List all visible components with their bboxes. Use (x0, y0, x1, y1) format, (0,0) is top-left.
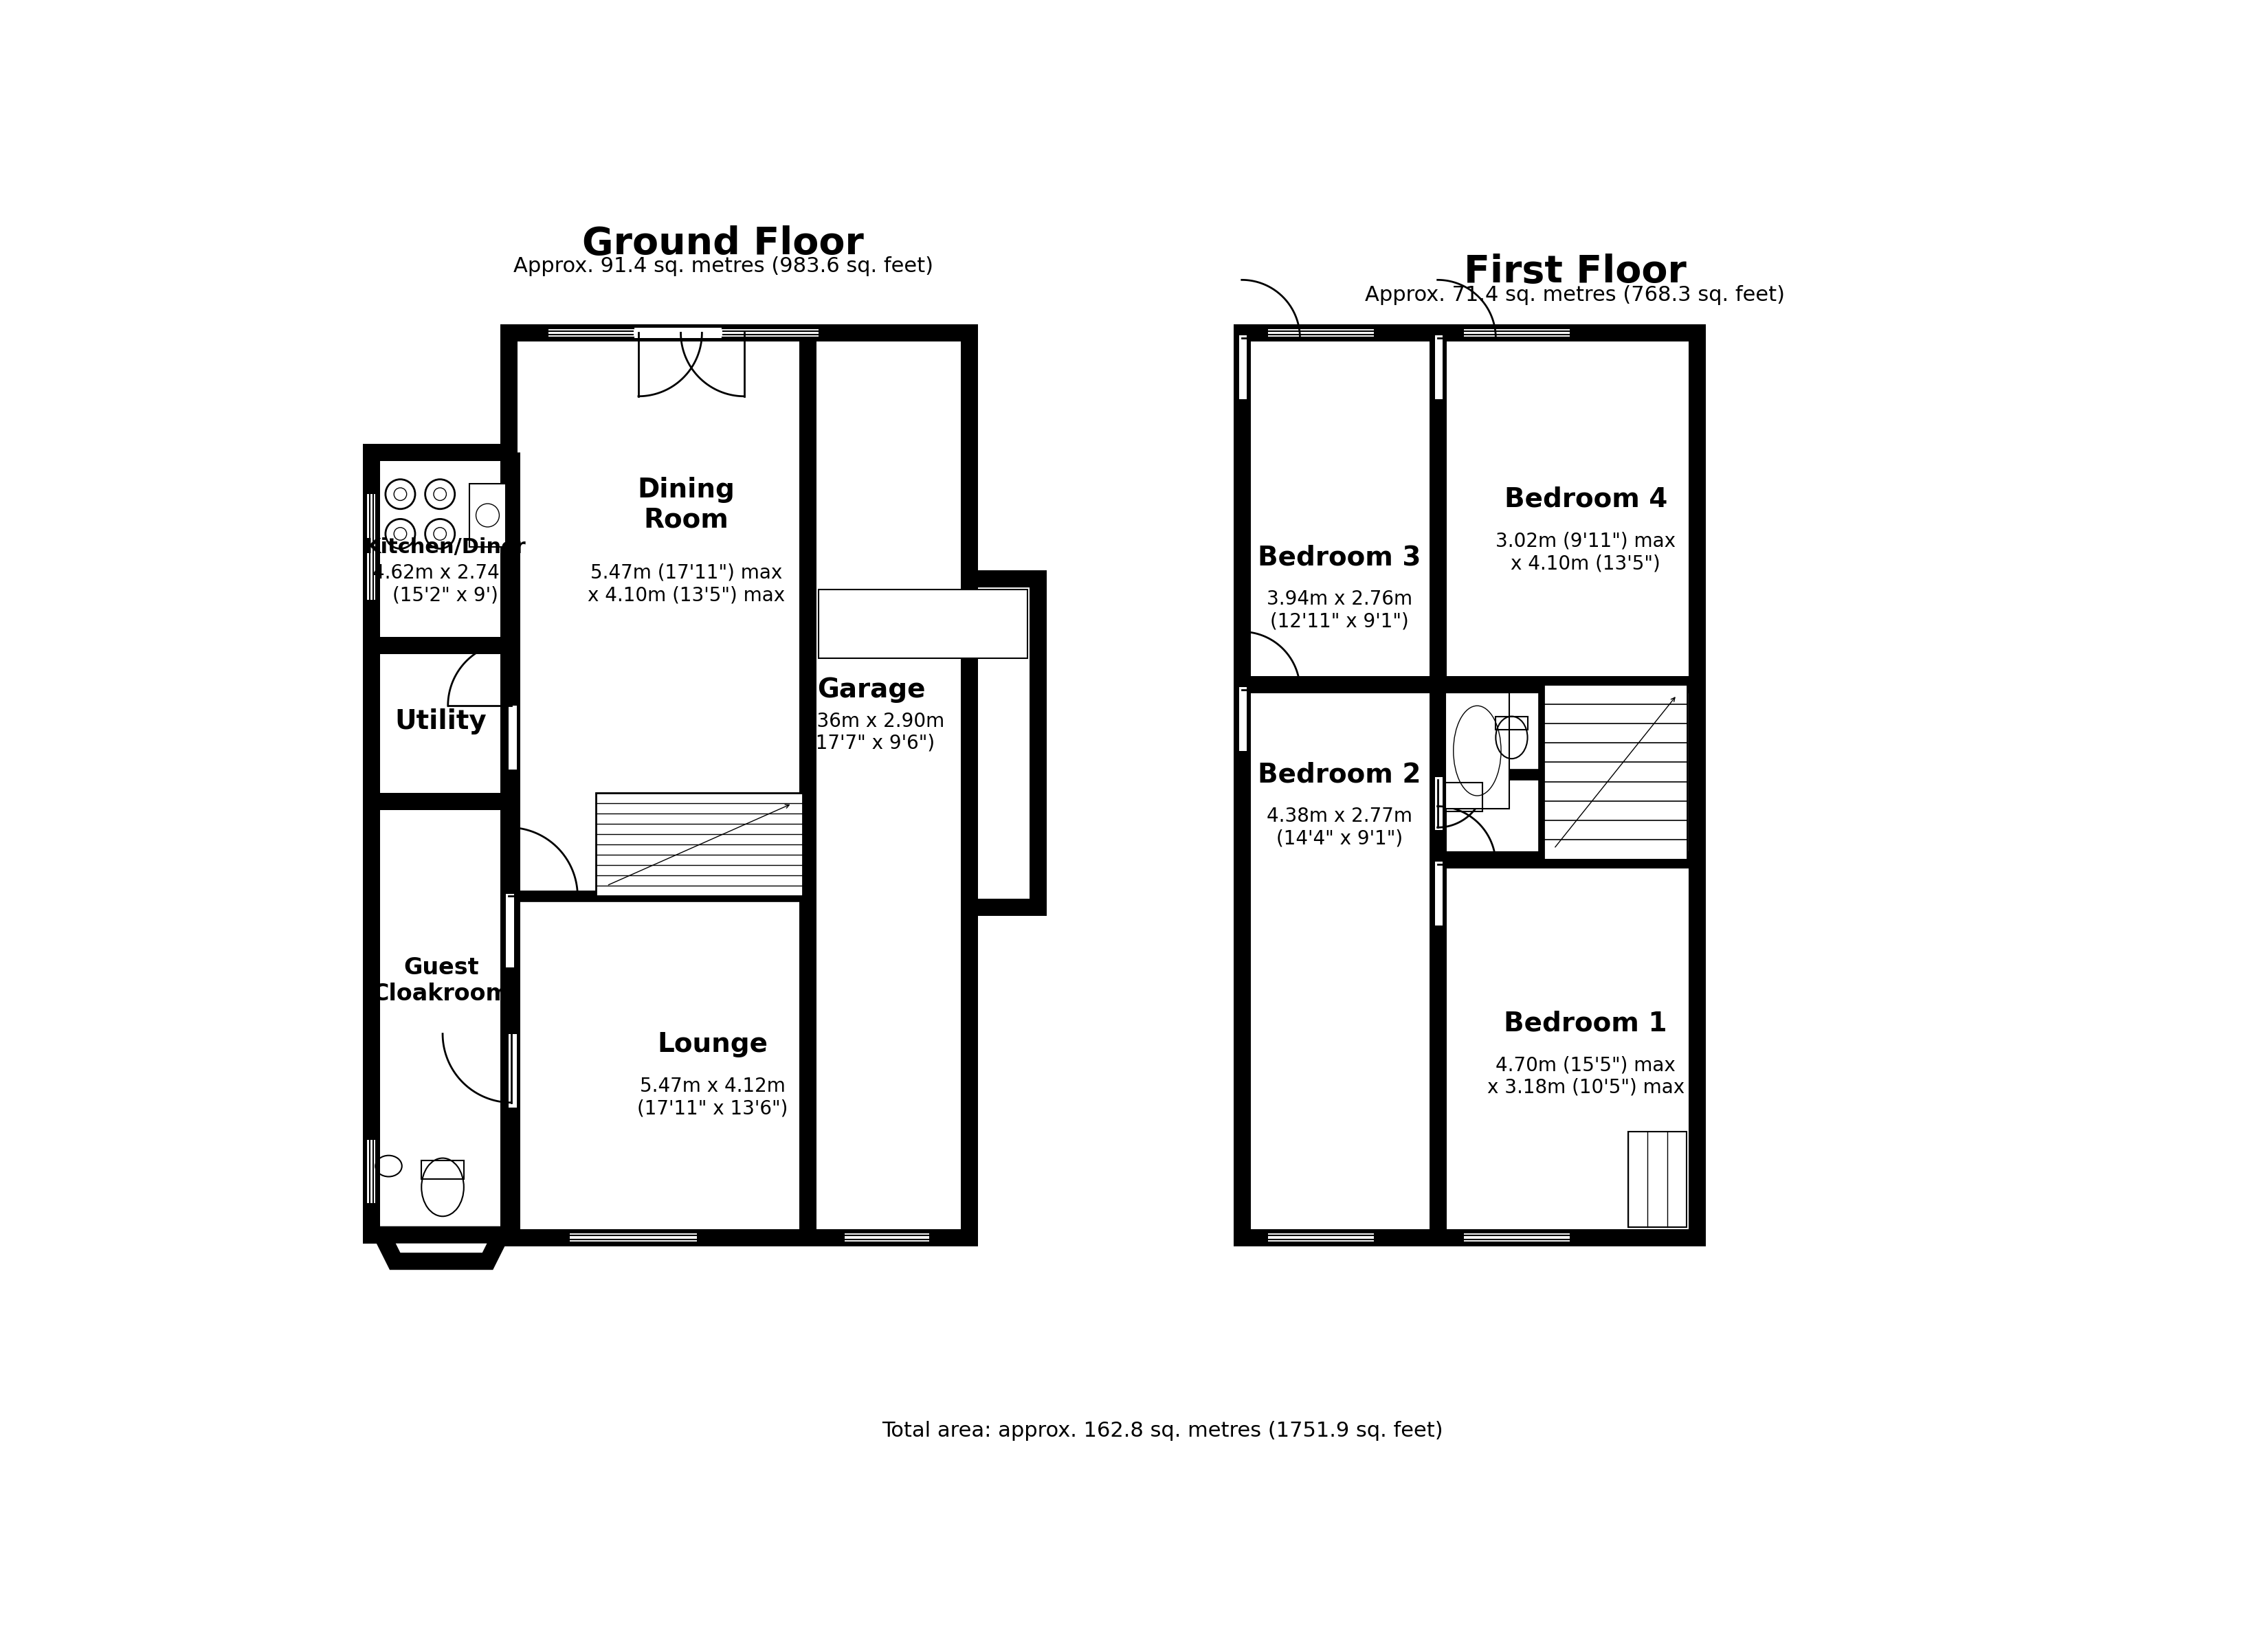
Bar (596, 793, 803, 897)
Text: 5.47m (17'11") max
x 4.10m (13'5") max: 5.47m (17'11") max x 4.10m (13'5") max (587, 564, 785, 605)
Bar (1497, 716, 1529, 729)
Bar (1542, 684, 1687, 859)
Polygon shape (381, 1235, 501, 1261)
Text: 5.36m x 2.90m
(17'7" x 9'6"): 5.36m x 2.90m (17'7" x 9'6") (798, 711, 943, 754)
Bar (1436, 777, 1442, 829)
Text: Garage: Garage (816, 676, 925, 702)
Text: Dining
Room: Dining Room (637, 477, 735, 533)
Text: Utility: Utility (395, 709, 488, 735)
Text: Bedroom 3: Bedroom 3 (1259, 544, 1422, 571)
Bar (1445, 783, 1483, 811)
Bar (569, 1232, 696, 1243)
Bar (365, 495, 376, 600)
Bar (422, 1161, 465, 1179)
Text: Lounge: Lounge (658, 1031, 769, 1057)
Text: Total area: approx. 162.8 sq. metres (1751.9 sq. feet): Total area: approx. 162.8 sq. metres (17… (882, 1421, 1442, 1441)
Bar (968, 579, 1039, 907)
Bar (1436, 335, 1442, 399)
Bar (508, 1034, 517, 1108)
Bar (1268, 328, 1374, 338)
Bar (1238, 688, 1247, 750)
Text: 4.38m x 2.77m
(14'4" x 9'1"): 4.38m x 2.77m (14'4" x 9'1") (1268, 806, 1413, 848)
Bar (1465, 1232, 1569, 1243)
Bar (1445, 693, 1508, 810)
Bar (633, 328, 748, 338)
Text: Kitchen/Diner: Kitchen/Diner (365, 538, 526, 557)
Bar (1628, 1131, 1687, 1227)
Bar (549, 328, 633, 338)
Bar (372, 452, 513, 1235)
Bar (1436, 862, 1442, 925)
Text: Approx. 91.4 sq. metres (983.6 sq. feet): Approx. 91.4 sq. metres (983.6 sq. feet) (513, 256, 932, 275)
Text: 3.02m (9'11") max
x 4.10m (13'5"): 3.02m (9'11") max x 4.10m (13'5") (1495, 531, 1676, 574)
Text: 5.47m x 4.12m
(17'11" x 13'6"): 5.47m x 4.12m (17'11" x 13'6") (637, 1077, 787, 1118)
Text: Bedroom 2: Bedroom 2 (1259, 762, 1422, 788)
Bar (1268, 1232, 1374, 1243)
Bar (1238, 335, 1247, 399)
Text: Bedroom 4: Bedroom 4 (1504, 486, 1667, 513)
Text: 3.94m x 2.76m
(12'11" x 9'1"): 3.94m x 2.76m (12'11" x 9'1") (1268, 590, 1413, 632)
Bar (1465, 328, 1569, 338)
Text: Approx. 71.4 sq. metres (768.3 sq. feet): Approx. 71.4 sq. metres (768.3 sq. feet) (1365, 285, 1785, 305)
Text: Bedroom 1: Bedroom 1 (1504, 1011, 1667, 1036)
Bar (1243, 333, 1696, 1237)
Bar (506, 894, 515, 968)
Bar (844, 1232, 930, 1243)
Bar (819, 589, 1027, 658)
Text: Ground Floor: Ground Floor (583, 226, 864, 262)
Text: Guest
Cloakroom: Guest Cloakroom (372, 956, 510, 1006)
Text: 4.70m (15'5") max
x 3.18m (10'5") max: 4.70m (15'5") max x 3.18m (10'5") max (1488, 1055, 1685, 1097)
Bar (723, 328, 819, 338)
Text: 4.62m x 2.74m
(15'2" x 9'): 4.62m x 2.74m (15'2" x 9') (372, 564, 517, 605)
Text: First Floor: First Floor (1463, 254, 1687, 290)
Bar (508, 706, 517, 768)
Bar (365, 1139, 376, 1204)
Bar (508, 333, 968, 1237)
Bar (469, 483, 506, 547)
